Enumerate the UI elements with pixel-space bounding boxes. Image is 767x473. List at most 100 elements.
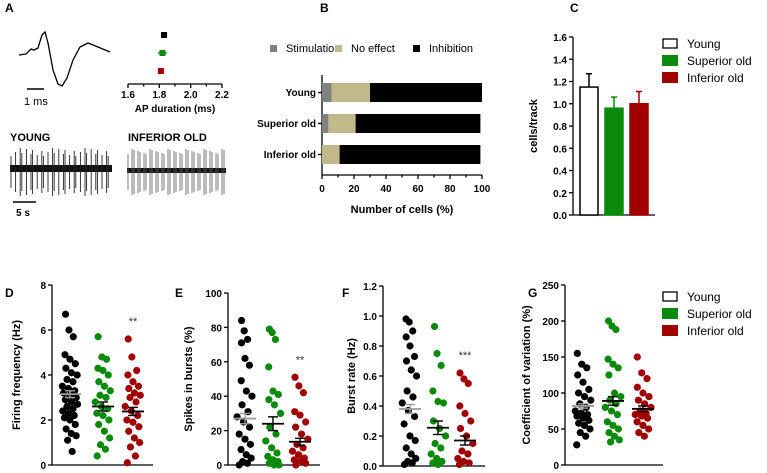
d-point-inferior-old bbox=[134, 382, 143, 390]
e-point-inferior-old bbox=[291, 408, 299, 416]
e-point-young bbox=[247, 454, 255, 462]
g-point-superior-old bbox=[607, 407, 616, 415]
e-point-inferior-old bbox=[294, 451, 303, 459]
d-point-young bbox=[66, 416, 74, 424]
f-point-young bbox=[407, 366, 415, 374]
legend-label: Inferior old bbox=[687, 71, 744, 85]
f-point-young bbox=[402, 357, 411, 365]
ap-x-tick-label: 1.6 bbox=[121, 90, 135, 101]
bar-no-effect bbox=[328, 114, 356, 133]
d-point-superior-old bbox=[102, 393, 110, 402]
g-point-young bbox=[573, 441, 581, 449]
d-point-inferior-old bbox=[124, 371, 132, 379]
g-point-superior-old bbox=[604, 355, 612, 363]
g-point-superior-old bbox=[609, 360, 617, 368]
e-point-superior-old bbox=[273, 449, 281, 457]
d-point-inferior-old bbox=[125, 384, 133, 393]
scalebar-1ms-label: 1 ms bbox=[24, 96, 48, 108]
g-point-superior-old bbox=[606, 438, 615, 446]
f-point-young bbox=[402, 333, 410, 341]
f-point-inferior-old bbox=[469, 439, 477, 448]
g-point-superior-old bbox=[604, 317, 613, 325]
legend-swatch-1 bbox=[335, 45, 342, 52]
d-point-superior-old bbox=[96, 391, 104, 399]
e-point-inferior-old bbox=[302, 418, 310, 426]
f-point-young bbox=[409, 393, 417, 401]
e-y-tick-label: 80 bbox=[211, 323, 223, 334]
b-x-tick-label: 20 bbox=[348, 184, 360, 195]
f-point-young bbox=[412, 372, 421, 380]
d-point-superior-old bbox=[101, 445, 110, 453]
c-bar-superior-old bbox=[604, 107, 624, 216]
d-point-inferior-old bbox=[121, 402, 129, 411]
d-y-tick-label: 8 bbox=[40, 281, 46, 292]
g-point-inferior-old bbox=[638, 369, 646, 377]
f-y-tick-label: 0.2 bbox=[363, 432, 377, 443]
g-point-young bbox=[576, 429, 584, 437]
b-category-label: Superior old bbox=[257, 119, 316, 130]
f-point-inferior-old bbox=[465, 459, 473, 467]
e-point-superior-old bbox=[265, 363, 273, 371]
e-point-superior-old bbox=[275, 461, 283, 469]
g-point-inferior-old bbox=[647, 403, 655, 411]
d-point-superior-old bbox=[94, 333, 102, 341]
d-point-inferior-old bbox=[126, 393, 134, 402]
g-point-inferior-old bbox=[633, 383, 641, 391]
ap-x-tick-label: 2.2 bbox=[215, 90, 229, 101]
d-point-young bbox=[61, 351, 69, 359]
g-point-superior-old bbox=[610, 389, 619, 397]
e-point-young bbox=[241, 435, 249, 443]
legend-label: Young bbox=[687, 37, 721, 51]
g-point-inferior-old bbox=[645, 425, 653, 433]
d-point-young bbox=[73, 371, 81, 379]
d-point-superior-old bbox=[95, 420, 103, 429]
f-point-superior-old bbox=[439, 399, 448, 407]
f-point-superior-old bbox=[442, 432, 450, 440]
d-point-inferior-old bbox=[129, 378, 137, 386]
e-point-inferior-old bbox=[291, 373, 299, 381]
e-y-tick-label: 60 bbox=[211, 358, 223, 369]
d-point-inferior-old bbox=[123, 459, 131, 467]
d-y-axis-label: Firing frequency (Hz) bbox=[11, 320, 23, 430]
d-point-superior-old bbox=[96, 441, 105, 449]
b-x-axis-label: Number of cells (%) bbox=[351, 204, 454, 216]
e-point-inferior-old bbox=[299, 389, 308, 397]
f-point-superior-old bbox=[429, 387, 437, 395]
c-y-tick-label: 1.0 bbox=[553, 100, 567, 111]
g-point-young bbox=[582, 432, 590, 440]
d-point-superior-old bbox=[104, 371, 112, 379]
d-point-inferior-old bbox=[129, 418, 137, 426]
g-y-tick-label: 200 bbox=[542, 317, 559, 328]
f-point-inferior-old bbox=[461, 409, 469, 418]
e-point-inferior-old bbox=[292, 423, 300, 431]
d-point-superior-old bbox=[102, 355, 111, 363]
f-point-superior-old bbox=[437, 361, 445, 370]
legend-swatch-inferior-old bbox=[662, 72, 678, 83]
c-y-axis-label: cells/track bbox=[528, 98, 540, 153]
e-point-young bbox=[237, 445, 245, 454]
e-point-inferior-old bbox=[296, 411, 304, 419]
e-point-superior-old bbox=[269, 387, 277, 395]
d-point-young bbox=[67, 369, 76, 377]
legend-label: Inferior old bbox=[687, 324, 744, 338]
b-x-tick-label: 0 bbox=[319, 184, 325, 195]
d-y-tick-label: 0 bbox=[40, 461, 46, 472]
d-point-superior-old bbox=[106, 387, 114, 395]
c-bar-inferior-old bbox=[629, 103, 649, 216]
legend-label-1: No effect bbox=[351, 43, 395, 55]
f-point-superior-old bbox=[434, 460, 442, 469]
bar-inhibition bbox=[355, 114, 481, 133]
e-point-superior-old bbox=[274, 390, 282, 399]
e-point-young bbox=[243, 335, 252, 344]
g-point-superior-old bbox=[605, 371, 613, 379]
e-point-young bbox=[240, 327, 248, 335]
panel-label-b: B bbox=[320, 1, 329, 15]
g-point-young bbox=[583, 364, 591, 372]
e-point-young bbox=[239, 418, 248, 426]
g-point-superior-old bbox=[617, 393, 625, 401]
c-y-tick-label: 0.6 bbox=[553, 144, 567, 155]
bar-inhibition bbox=[339, 145, 481, 164]
d-point-young bbox=[63, 375, 71, 384]
d-point-young bbox=[73, 400, 82, 408]
f-point-superior-old bbox=[427, 450, 435, 458]
